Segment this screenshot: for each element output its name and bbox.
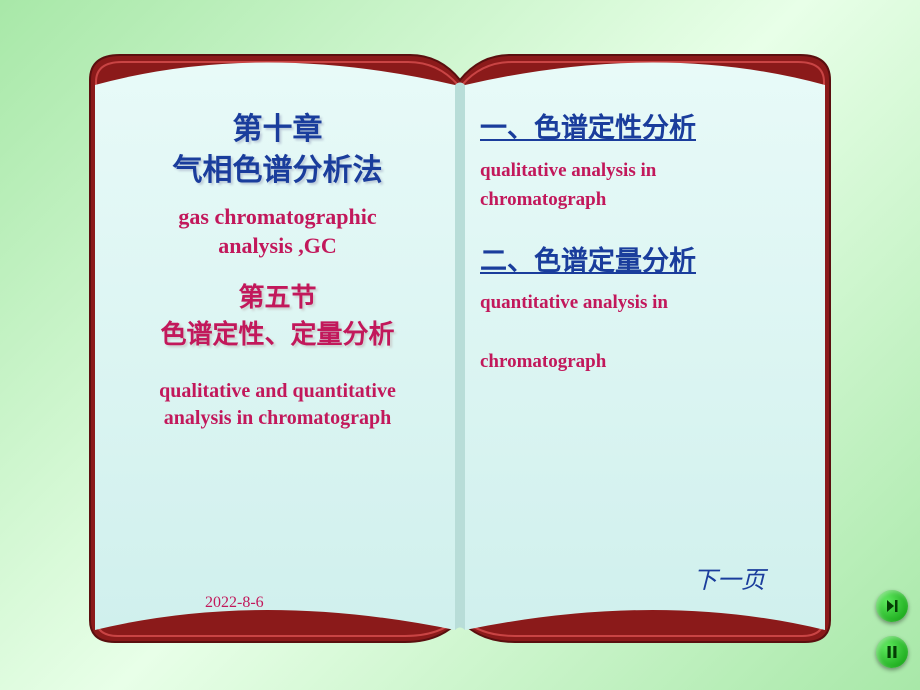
topic1-en: qualitative analysis in chromatograph (480, 156, 805, 215)
chapter-en-line1: gas chromatographic (178, 204, 376, 229)
chapter-line1: 第十章 (233, 113, 323, 146)
pause-icon (884, 644, 900, 660)
section-line2: 色谱定性、定量分析 (160, 320, 394, 349)
section-en-line2: analysis in chromatograph (164, 407, 391, 429)
chapter-line2: 气相色谱分析法 (173, 154, 383, 187)
book-container: 第十章 气相色谱分析法 gas chromatographic analysis… (60, 30, 860, 650)
topic1-en-line1: qualitative analysis in (480, 160, 656, 181)
topic2-en-line2: chromatograph (480, 351, 606, 372)
topic2-link[interactable]: 二、色谱定量分析 (480, 243, 805, 281)
page-left: 第十章 气相色谱分析法 gas chromatographic analysis… (95, 85, 460, 630)
topic2-en: quantitative analysis in chromatograph (480, 288, 805, 376)
next-page-link[interactable]: 下一页 (693, 560, 765, 595)
page-right: 一、色谱定性分析 qualitative analysis in chromat… (460, 85, 825, 630)
topic1-en-line2: chromatograph (480, 189, 606, 210)
section-line1: 第五节 (238, 283, 316, 312)
forward-icon (884, 598, 900, 614)
nav-pause-button[interactable] (876, 636, 908, 668)
section-title-en: qualitative and quantitative analysis in… (115, 378, 440, 432)
section-title-cn: 第五节 色谱定性、定量分析 (115, 280, 440, 353)
topic2-en-line1: quantitative analysis in (480, 292, 668, 313)
date-text: 2022-8-6 (205, 594, 264, 612)
chapter-en-line2: analysis ,GC (218, 233, 337, 258)
nav-forward-button[interactable] (876, 590, 908, 622)
chapter-title-en: gas chromatographic analysis ,GC (115, 203, 440, 260)
topic1-link[interactable]: 一、色谱定性分析 (480, 110, 805, 148)
section-en-line1: qualitative and quantitative (159, 380, 396, 402)
chapter-title-cn: 第十章 气相色谱分析法 (115, 110, 440, 191)
